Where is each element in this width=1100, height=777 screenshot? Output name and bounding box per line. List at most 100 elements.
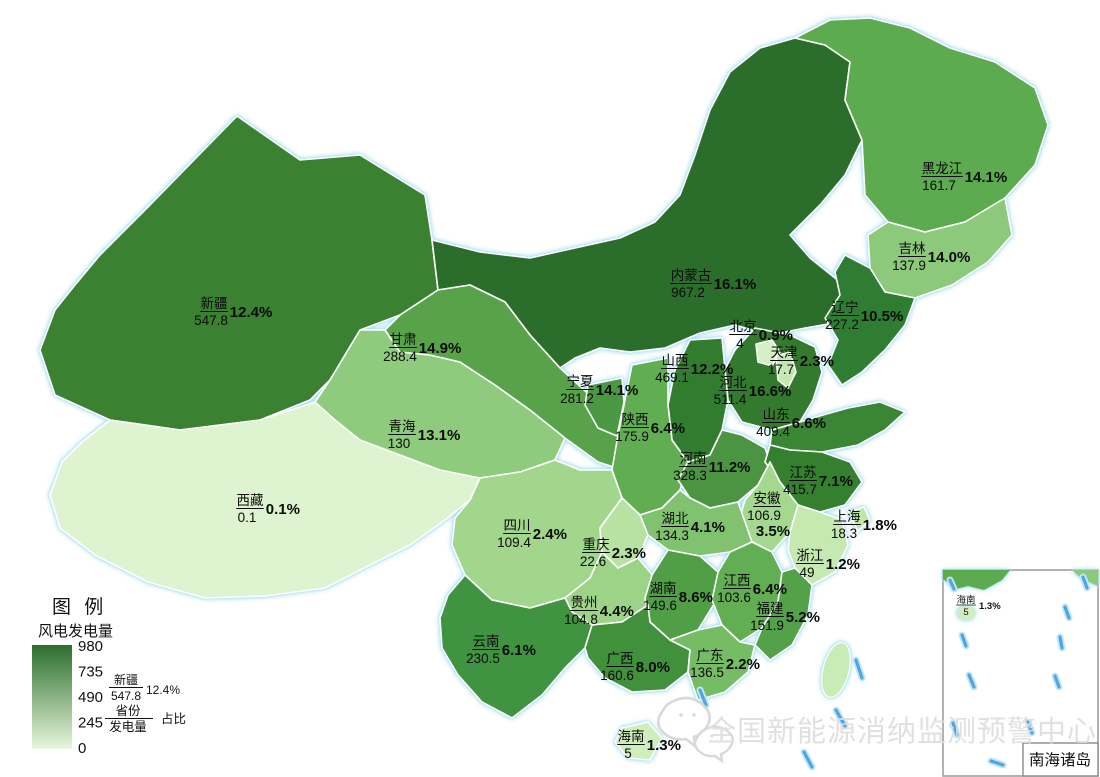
province-name: 浙江	[797, 548, 824, 563]
province-guangdong	[669, 624, 756, 701]
province-name: 四川	[504, 518, 531, 533]
province-value: 151.9	[750, 618, 784, 633]
province-name: 黑龙江	[922, 161, 963, 176]
province-name: 上海	[834, 509, 861, 524]
province-value: 288.4	[383, 349, 417, 364]
province-ningxia	[584, 377, 625, 437]
province-label-hubei: 湖北 134.3 4.1%	[655, 511, 725, 543]
province-pct: 12.4%	[230, 304, 273, 321]
province-name: 贵州	[571, 595, 598, 610]
province-pct: 1.3%	[647, 737, 681, 754]
province-value: 967.2	[671, 285, 705, 300]
province-value: 137.9	[892, 258, 926, 273]
province-value: 161.7	[922, 178, 956, 193]
province-name: 安徽	[754, 491, 782, 506]
province-pct: 14.1%	[965, 169, 1008, 186]
province-value: 409.4	[756, 424, 790, 439]
province-name: 云南	[473, 634, 500, 649]
inset-label-box	[1022, 742, 1099, 777]
inset-hainan-pct: 1.3%	[979, 601, 1001, 612]
legend-title: 图 例	[52, 596, 107, 618]
province-label-guizhou: 贵州 104.8 4.4%	[564, 595, 634, 627]
legend-example-name: 新疆	[114, 672, 138, 687]
province-neimenggu	[431, 37, 863, 369]
province-label-ningxia: 宁夏 281.2 14.1%	[560, 373, 638, 406]
legend-ticks: 980 735 490 245 0	[78, 638, 103, 757]
province-label-hebei: 河北 511.4 16.6%	[714, 375, 792, 407]
province-liaoning	[824, 254, 916, 386]
nine-dash-line	[946, 573, 1091, 769]
province-label-shandong: 山东 409.4 6.6%	[756, 407, 826, 439]
legend-tick: 0	[78, 740, 86, 757]
legend-subtitle: 风电发电量	[38, 623, 113, 640]
province-pct: 6.1%	[502, 642, 536, 659]
province-name: 内蒙古	[671, 268, 712, 283]
province-name: 重庆	[583, 537, 610, 552]
province-zhejiang	[787, 504, 849, 586]
province-value: 49	[799, 565, 814, 580]
province-value: 415.7	[783, 482, 817, 497]
province-value: 130	[388, 436, 411, 451]
province-name: 西藏	[237, 493, 264, 508]
province-pct: 0.1%	[266, 501, 300, 518]
inset-mainland-coast	[943, 570, 1010, 590]
province-name: 福建	[757, 601, 784, 616]
legend: 图 例 风电发电量 980 735 490 245 0 新疆 547.8 12.4% 省…	[32, 596, 186, 757]
legend-tick: 490	[78, 689, 103, 706]
province-pct: 6.4%	[651, 420, 685, 437]
province-pct: 2.3%	[800, 353, 834, 370]
legend-tick: 735	[78, 664, 103, 681]
province-label-guangdong: 广东 136.5 2.2%	[690, 648, 760, 680]
sea-dash-lines	[696, 656, 866, 771]
province-pct: 7.1%	[819, 473, 853, 490]
province-label-henan: 河南 328.3 11.2%	[673, 451, 750, 483]
province-name: 甘肃	[390, 332, 417, 347]
province-pct: 4.1%	[691, 519, 725, 536]
province-label-heilongjiang: 黑龙江 161.7 14.1%	[921, 161, 1007, 193]
province-name: 海南	[618, 729, 645, 744]
province-name: 广西	[607, 651, 634, 666]
legend-gradient-bar	[32, 645, 72, 749]
province-pct: 14.9%	[419, 340, 462, 357]
province-name: 宁夏	[567, 373, 595, 389]
inset-hainan-name: 海南	[956, 594, 975, 606]
legend-key-name: 省份	[115, 704, 141, 718]
province-value: 547.8	[194, 313, 228, 328]
province-value: 281.2	[560, 391, 594, 406]
province-label-gansu: 甘肃 288.4 14.9%	[383, 332, 461, 364]
province-label-chongqing: 重庆 22.6 2.3%	[580, 537, 646, 569]
province-hubei	[639, 489, 753, 557]
province-value: 103.6	[717, 590, 751, 605]
province-pct: 4.4%	[600, 603, 634, 620]
province-label-hainan: 海南 5 1.3%	[617, 729, 681, 761]
province-value: 104.8	[564, 612, 598, 627]
watermark: 全国新能源消纳监测预警中心	[656, 696, 1096, 764]
province-taiwan	[821, 642, 851, 698]
wechat-icon	[656, 696, 734, 764]
legend-key-pct: 占比	[161, 711, 186, 726]
province-gansu	[384, 284, 651, 474]
legend-example-value: 547.8	[111, 689, 141, 703]
province-pct: 6.6%	[792, 415, 826, 432]
province-name: 北京	[730, 319, 757, 334]
province-pct: 16.1%	[714, 276, 757, 293]
province-name: 新疆	[201, 296, 228, 311]
province-pct: 10.5%	[861, 308, 904, 325]
province-label-anhui: 安徽 106.93.5%	[747, 491, 790, 540]
province-pct: 1.2%	[826, 556, 860, 573]
province-value: 136.5	[690, 665, 724, 680]
province-pct: 5.2%	[786, 609, 820, 626]
province-label-jilin: 吉林 137.9 14.0%	[892, 241, 970, 273]
province-label-liaoning: 辽宁 227.2 10.5%	[825, 299, 903, 332]
province-value: 18.3	[831, 526, 857, 541]
province-name: 吉林	[899, 241, 927, 256]
province-value: 109.4	[497, 535, 531, 550]
province-pct: 16.6%	[749, 383, 792, 400]
province-name: 辽宁	[832, 299, 859, 315]
province-name: 山西	[662, 353, 689, 368]
province-label-shanghai: 上海 18.3 1.8%	[831, 509, 897, 541]
province-value: 5	[624, 746, 632, 761]
province-name: 江西	[724, 573, 751, 588]
legend-key-value: 发电量	[109, 719, 147, 734]
